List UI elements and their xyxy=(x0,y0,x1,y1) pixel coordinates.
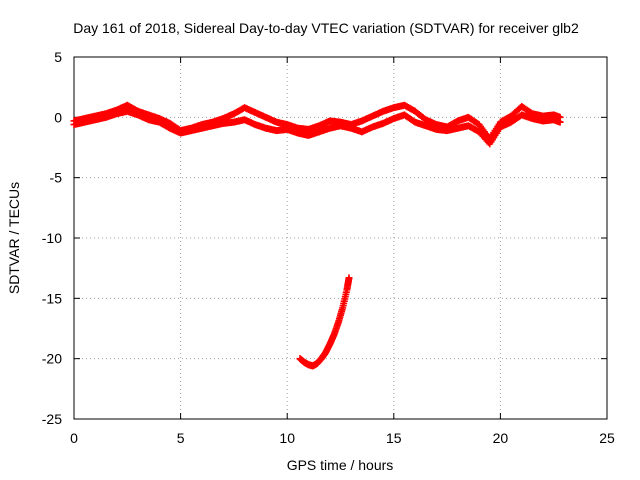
data-series xyxy=(70,101,564,370)
chart-title: Day 161 of 2018, Sidereal Day-to-day VTE… xyxy=(73,20,579,36)
y-tick-label: -5 xyxy=(50,170,63,186)
x-tick-label: 20 xyxy=(493,430,509,446)
y-tick-label: -20 xyxy=(42,351,62,367)
x-tick-label: 15 xyxy=(386,430,402,446)
series-track-2 xyxy=(70,107,564,148)
x-tick-label: 0 xyxy=(70,430,78,446)
data-point-marker xyxy=(556,118,564,126)
x-axis-label: GPS time / hours xyxy=(287,457,394,473)
y-tick-label: -15 xyxy=(42,290,62,306)
plot-frame xyxy=(73,56,608,420)
series-track-1 xyxy=(70,101,564,143)
y-tick-label: 5 xyxy=(54,49,62,65)
y-tick-label: -10 xyxy=(42,230,62,246)
series-track-3 xyxy=(296,274,353,370)
x-tick-labels: 0 5 10 15 20 25 xyxy=(70,430,615,446)
x-tick-label: 25 xyxy=(599,430,615,446)
data-point-marker xyxy=(345,274,353,282)
y-tick-label: -25 xyxy=(42,411,62,427)
y-tick-label: 0 xyxy=(54,109,62,125)
x-tick-label: 5 xyxy=(177,430,185,446)
x-tick-label: 10 xyxy=(279,430,295,446)
y-tick-labels: -25 -20 -15 -10 -5 0 5 xyxy=(42,49,62,427)
y-axis-label: SDTVAR / TECUs xyxy=(6,182,22,294)
